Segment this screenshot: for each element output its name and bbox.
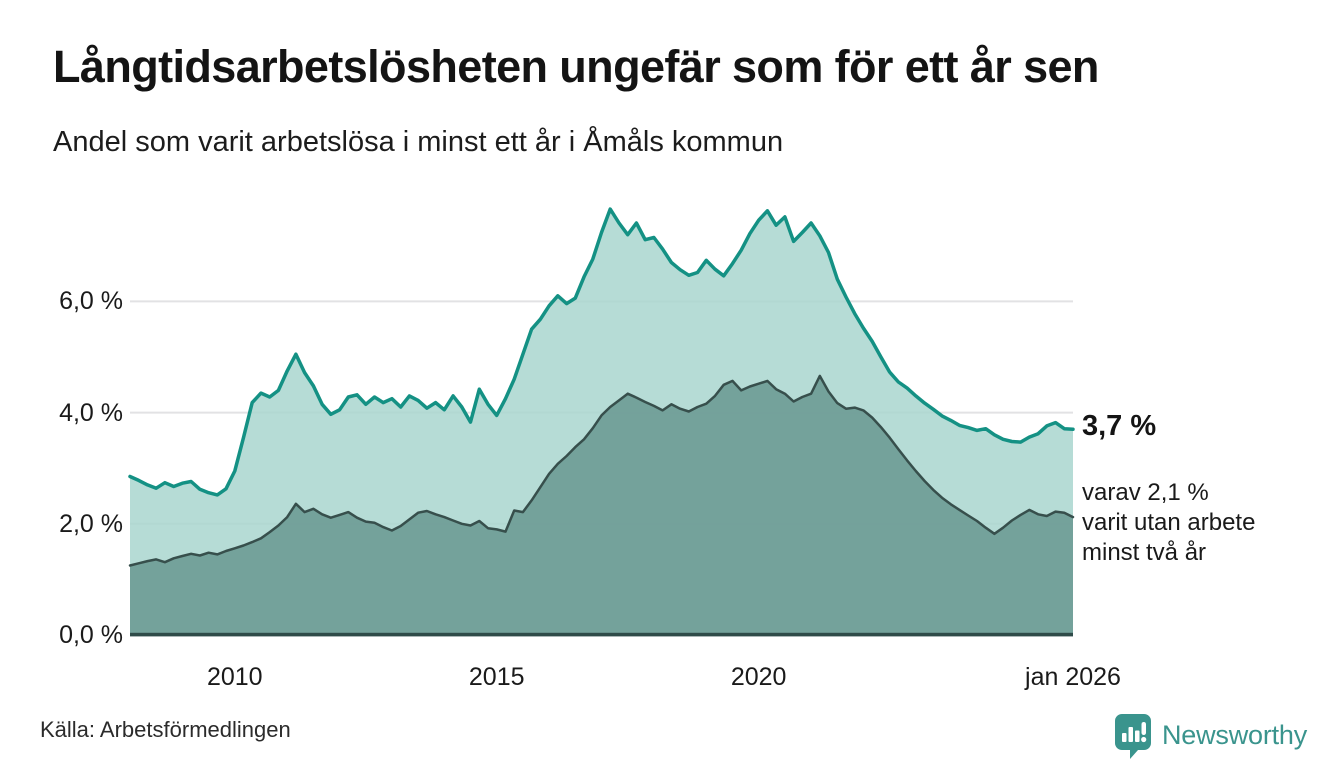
last-value-annotation: 3,7 %	[1082, 410, 1157, 442]
annotation-line-3: minst två år	[1082, 539, 1207, 566]
x-tick-label: 2010	[206, 663, 263, 691]
page-subtitle: Andel som varit arbetslösa i minst ett å…	[53, 126, 784, 158]
x-tick-label: jan 2026	[1025, 663, 1121, 691]
y-tick-label: 6,0 %	[59, 287, 123, 316]
newsworthy-logo: Newsworthy	[1113, 710, 1307, 760]
series-line	[128, 374, 1075, 567]
x-tick-label: 2020	[730, 663, 787, 691]
annotation-line-2: varit utan arbete	[1082, 509, 1256, 536]
brand-name: Newsworthy	[1162, 719, 1308, 750]
page-title: Långtidsarbetslösheten ungefär som för e…	[53, 41, 1099, 92]
area-fill	[130, 375, 1073, 635]
annotation-line-1: varav 2,1 %	[1082, 479, 1209, 506]
bar-chart-bubble-icon	[1113, 712, 1153, 759]
y-tick-label: 0,0 %	[59, 621, 123, 649]
y-tick-label: 2,0 %	[59, 509, 123, 538]
x-tick-label: 2015	[468, 663, 525, 691]
x-axis-line	[130, 632, 1073, 637]
y-tick-label: 4,0 %	[59, 398, 123, 427]
source-label: Källa: Arbetsförmedlingen	[40, 717, 291, 742]
series-line	[128, 207, 1075, 497]
secondary-series-annotation: varav 2,1 % varit utan arbete minst två …	[1082, 478, 1255, 568]
